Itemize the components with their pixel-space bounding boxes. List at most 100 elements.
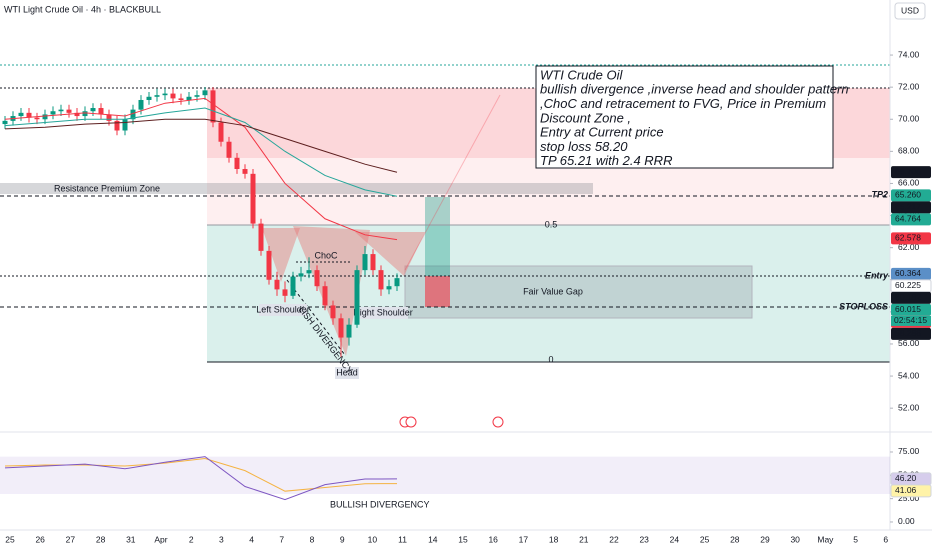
x-tick-label: 16: [488, 534, 498, 544]
fib-label: 0.5: [545, 219, 558, 229]
x-tick-label: 26: [35, 534, 45, 544]
candle-body: [58, 109, 64, 112]
candle-body: [186, 96, 192, 100]
stop-box: [425, 276, 450, 307]
x-tick-label: 28: [730, 534, 740, 544]
note-line: ,ChoC and retracement to FVG, Price in P…: [540, 96, 826, 111]
price-label: 62.578: [895, 233, 921, 243]
candle-body: [290, 276, 296, 296]
price-label-bg: [891, 232, 931, 245]
candle-body: [106, 114, 112, 121]
candle-body: [386, 286, 392, 290]
candle-body: [354, 270, 360, 325]
x-tick-label: 4: [249, 534, 254, 544]
y-tick-label: 62.00: [898, 242, 920, 252]
price-label-bg: [891, 291, 931, 304]
x-tick-label: 15: [458, 534, 468, 544]
x-tick-label: 27: [66, 534, 76, 544]
entry-label: Entry: [865, 270, 889, 280]
candle-body: [258, 223, 264, 251]
candle-body: [394, 278, 400, 287]
candle-body: [34, 117, 40, 120]
shoulder-triangle: [262, 228, 300, 282]
candle-body: [122, 119, 128, 131]
x-tick-label: 18: [549, 534, 559, 544]
note-line: WTI Crude Oil: [540, 67, 623, 82]
price-label: 60.364: [895, 268, 921, 278]
candle-body: [266, 250, 272, 280]
event-icon[interactable]: [405, 416, 417, 428]
candle-body: [26, 112, 32, 118]
price-label-bg: [890, 484, 932, 498]
candle-body: [42, 114, 48, 120]
candle-body: [50, 111, 56, 115]
event-icon[interactable]: [492, 416, 504, 428]
candle-body: [194, 95, 200, 97]
chart-title: WTI Light Crude Oil · 4h · BLACKBULL: [4, 4, 161, 14]
y-tick-label: 56.00: [898, 338, 920, 348]
candle-body: [322, 286, 328, 306]
price-label: 65.260: [895, 190, 921, 200]
price-label-bg: [891, 189, 931, 202]
rsi-line: [4, 456, 398, 501]
y-tick-label: 72.00: [898, 81, 920, 91]
tp2-label: TP2: [871, 189, 888, 199]
y-tick-label: 52.00: [898, 402, 920, 412]
x-tick-label: 14: [428, 534, 438, 544]
left-shoulder-label: Left Shoulder: [256, 304, 310, 314]
candle-body: [138, 99, 144, 110]
currency[interactable]: USD: [901, 5, 919, 15]
x-tick-label: 22: [609, 534, 619, 544]
price-label-bg: [891, 201, 931, 214]
price-label: 65.217: [895, 202, 921, 212]
candle-body: [130, 109, 136, 120]
x-tick-label: 10: [368, 534, 378, 544]
candle-body: [146, 96, 152, 100]
currency-button[interactable]: [894, 2, 926, 20]
moving-average: [4, 107, 398, 197]
note-line: Discount Zone ,: [540, 110, 631, 125]
candle-body: [98, 108, 104, 115]
candle-body: [210, 90, 216, 123]
candle-body: [18, 112, 24, 117]
candle-body: [314, 270, 320, 287]
price-label-bg: [891, 267, 931, 280]
x-tick-label: 6: [883, 534, 888, 544]
label-bg: [259, 304, 307, 316]
candle-body: [202, 90, 208, 96]
candle-body: [306, 270, 312, 274]
price-label-bg: [891, 303, 931, 316]
x-tick-label: 9: [340, 534, 345, 544]
y-tick-label: 74.00: [898, 49, 920, 59]
target-box: [425, 197, 450, 276]
x-tick-label: 24: [670, 534, 680, 544]
x-tick-label: May: [817, 534, 834, 544]
price-label: 60.182: [895, 292, 921, 302]
x-tick-label: 17: [519, 534, 529, 544]
y-tick-label: 66.00: [898, 178, 920, 188]
price-label: 60.225: [895, 280, 921, 290]
x-tick-label: 30: [790, 534, 800, 544]
candle-body: [338, 318, 344, 338]
note-line: stop loss 58.20: [540, 139, 628, 154]
candle-body: [154, 95, 160, 97]
fib-label: 0: [548, 354, 553, 364]
price-label: 66.706: [895, 166, 921, 176]
note-line: bullish divergence ,inverse head and sho…: [540, 82, 849, 97]
head-label: Head: [336, 367, 358, 377]
price-label: 41.06: [895, 485, 917, 495]
price-label: 60.015: [895, 304, 921, 314]
x-tick-label: 23: [639, 534, 649, 544]
candle-body: [90, 108, 96, 112]
moving-average: [4, 97, 398, 241]
x-tick-label: 5: [853, 534, 858, 544]
premium-zone-light: [207, 158, 890, 225]
price-label: 64.764: [895, 214, 921, 224]
rsi-tick-label: 0.00: [898, 516, 915, 526]
rsi-band: [0, 456, 890, 494]
rsi-annotation: BULLISH DIVERGENCY: [330, 499, 430, 509]
resistance-label: Resistance Premium Zone: [54, 183, 160, 193]
shoulder-triangle: [355, 232, 425, 276]
divergence-line: [286, 279, 346, 356]
